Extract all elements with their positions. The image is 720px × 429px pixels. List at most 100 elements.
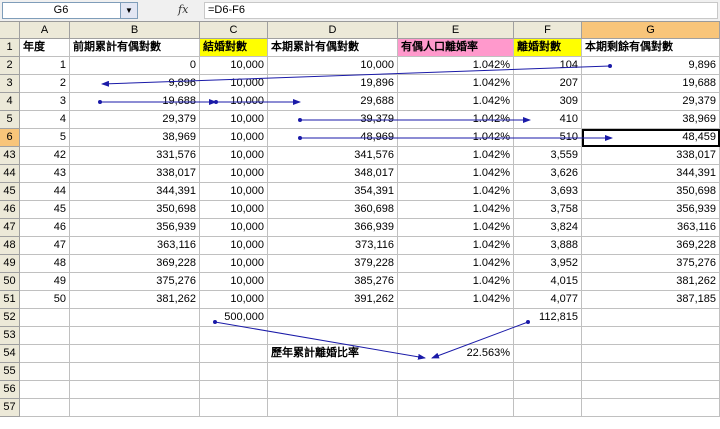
column-header-f[interactable]: F bbox=[514, 22, 582, 39]
cell-g44[interactable]: 344,391 bbox=[582, 165, 720, 183]
cell-c48[interactable]: 10,000 bbox=[200, 237, 268, 255]
cell-g56[interactable] bbox=[582, 381, 720, 399]
row-header-2[interactable]: 2 bbox=[0, 57, 20, 75]
cell-b56[interactable] bbox=[70, 381, 200, 399]
cell-g4[interactable]: 29,379 bbox=[582, 93, 720, 111]
cell-g53[interactable] bbox=[582, 327, 720, 345]
row-header-6[interactable]: 6 bbox=[0, 129, 20, 147]
row-header-48[interactable]: 48 bbox=[0, 237, 20, 255]
cell-e54[interactable]: 22.563% bbox=[398, 345, 514, 363]
cell-g55[interactable] bbox=[582, 363, 720, 381]
column-header-g[interactable]: G bbox=[582, 22, 720, 39]
row-header-44[interactable]: 44 bbox=[0, 165, 20, 183]
cell-g43[interactable]: 338,017 bbox=[582, 147, 720, 165]
column-header-c[interactable]: C bbox=[200, 22, 268, 39]
cell-d56[interactable] bbox=[268, 381, 398, 399]
cell-a54[interactable] bbox=[20, 345, 70, 363]
cell-b55[interactable] bbox=[70, 363, 200, 381]
cell-e46[interactable]: 1.042% bbox=[398, 201, 514, 219]
cell-b54[interactable] bbox=[70, 345, 200, 363]
cell-e45[interactable]: 1.042% bbox=[398, 183, 514, 201]
cell-a56[interactable] bbox=[20, 381, 70, 399]
cell-e51[interactable]: 1.042% bbox=[398, 291, 514, 309]
cell-a51[interactable]: 50 bbox=[20, 291, 70, 309]
cell-a55[interactable] bbox=[20, 363, 70, 381]
cell-f4[interactable]: 309 bbox=[514, 93, 582, 111]
cell-c2[interactable]: 10,000 bbox=[200, 57, 268, 75]
chevron-down-icon[interactable]: ▼ bbox=[120, 3, 137, 18]
cell-a5[interactable]: 4 bbox=[20, 111, 70, 129]
cell-d2[interactable]: 10,000 bbox=[268, 57, 398, 75]
cell-f54[interactable] bbox=[514, 345, 582, 363]
cell-f49[interactable]: 3,952 bbox=[514, 255, 582, 273]
cell-g54[interactable] bbox=[582, 345, 720, 363]
cell-c51[interactable]: 10,000 bbox=[200, 291, 268, 309]
cell-b44[interactable]: 338,017 bbox=[70, 165, 200, 183]
cell-a46[interactable]: 45 bbox=[20, 201, 70, 219]
cell-d53[interactable] bbox=[268, 327, 398, 345]
cell-b5[interactable]: 29,379 bbox=[70, 111, 200, 129]
cell-e3[interactable]: 1.042% bbox=[398, 75, 514, 93]
row-header-52[interactable]: 52 bbox=[0, 309, 20, 327]
header-cell-g[interactable]: 本期剩餘有偶對數 bbox=[582, 39, 720, 57]
row-header-47[interactable]: 47 bbox=[0, 219, 20, 237]
cell-d47[interactable]: 366,939 bbox=[268, 219, 398, 237]
cell-d51[interactable]: 391,262 bbox=[268, 291, 398, 309]
cell-g49[interactable]: 375,276 bbox=[582, 255, 720, 273]
cell-d54[interactable]: 歷年累計離婚比率 bbox=[268, 345, 398, 363]
cell-e49[interactable]: 1.042% bbox=[398, 255, 514, 273]
cell-a4[interactable]: 3 bbox=[20, 93, 70, 111]
cell-d50[interactable]: 385,276 bbox=[268, 273, 398, 291]
select-all-corner[interactable] bbox=[0, 22, 20, 39]
cell-e47[interactable]: 1.042% bbox=[398, 219, 514, 237]
row-header-50[interactable]: 50 bbox=[0, 273, 20, 291]
row-header-3[interactable]: 3 bbox=[0, 75, 20, 93]
cell-c53[interactable] bbox=[200, 327, 268, 345]
column-header-e[interactable]: E bbox=[398, 22, 514, 39]
cell-c56[interactable] bbox=[200, 381, 268, 399]
cell-d44[interactable]: 348,017 bbox=[268, 165, 398, 183]
cell-e43[interactable]: 1.042% bbox=[398, 147, 514, 165]
cell-d46[interactable]: 360,698 bbox=[268, 201, 398, 219]
cell-b45[interactable]: 344,391 bbox=[70, 183, 200, 201]
cell-f48[interactable]: 3,888 bbox=[514, 237, 582, 255]
cell-c6[interactable]: 10,000 bbox=[200, 129, 268, 147]
name-box[interactable]: G6 ▼ bbox=[2, 2, 138, 19]
cell-b57[interactable] bbox=[70, 399, 200, 417]
header-cell-c[interactable]: 結婚對數 bbox=[200, 39, 268, 57]
cell-f50[interactable]: 4,015 bbox=[514, 273, 582, 291]
cell-b52[interactable] bbox=[70, 309, 200, 327]
cell-d45[interactable]: 354,391 bbox=[268, 183, 398, 201]
cell-g48[interactable]: 369,228 bbox=[582, 237, 720, 255]
column-header-b[interactable]: B bbox=[70, 22, 200, 39]
cell-f52[interactable]: 112,815 bbox=[514, 309, 582, 327]
cell-a49[interactable]: 48 bbox=[20, 255, 70, 273]
column-header-d[interactable]: D bbox=[268, 22, 398, 39]
cell-c55[interactable] bbox=[200, 363, 268, 381]
header-cell-e[interactable]: 有偶人口離婚率 bbox=[398, 39, 514, 57]
cell-a50[interactable]: 49 bbox=[20, 273, 70, 291]
cell-g51[interactable]: 387,185 bbox=[582, 291, 720, 309]
cell-b43[interactable]: 331,576 bbox=[70, 147, 200, 165]
cell-c3[interactable]: 10,000 bbox=[200, 75, 268, 93]
cell-c49[interactable]: 10,000 bbox=[200, 255, 268, 273]
cell-b50[interactable]: 375,276 bbox=[70, 273, 200, 291]
cell-b2[interactable]: 0 bbox=[70, 57, 200, 75]
cell-f47[interactable]: 3,824 bbox=[514, 219, 582, 237]
row-header-43[interactable]: 43 bbox=[0, 147, 20, 165]
cell-d55[interactable] bbox=[268, 363, 398, 381]
row-header-57[interactable]: 57 bbox=[0, 399, 20, 417]
cell-f6[interactable]: 510 bbox=[514, 129, 582, 147]
row-header-49[interactable]: 49 bbox=[0, 255, 20, 273]
cell-g6[interactable]: 48,459 bbox=[582, 129, 720, 147]
row-header-1[interactable]: 1 bbox=[0, 39, 20, 57]
cell-f2[interactable]: 104 bbox=[514, 57, 582, 75]
cell-a2[interactable]: 1 bbox=[20, 57, 70, 75]
cell-f56[interactable] bbox=[514, 381, 582, 399]
cell-d3[interactable]: 19,896 bbox=[268, 75, 398, 93]
cell-b48[interactable]: 363,116 bbox=[70, 237, 200, 255]
row-header-56[interactable]: 56 bbox=[0, 381, 20, 399]
row-header-55[interactable]: 55 bbox=[0, 363, 20, 381]
cell-g45[interactable]: 350,698 bbox=[582, 183, 720, 201]
cell-g3[interactable]: 19,688 bbox=[582, 75, 720, 93]
